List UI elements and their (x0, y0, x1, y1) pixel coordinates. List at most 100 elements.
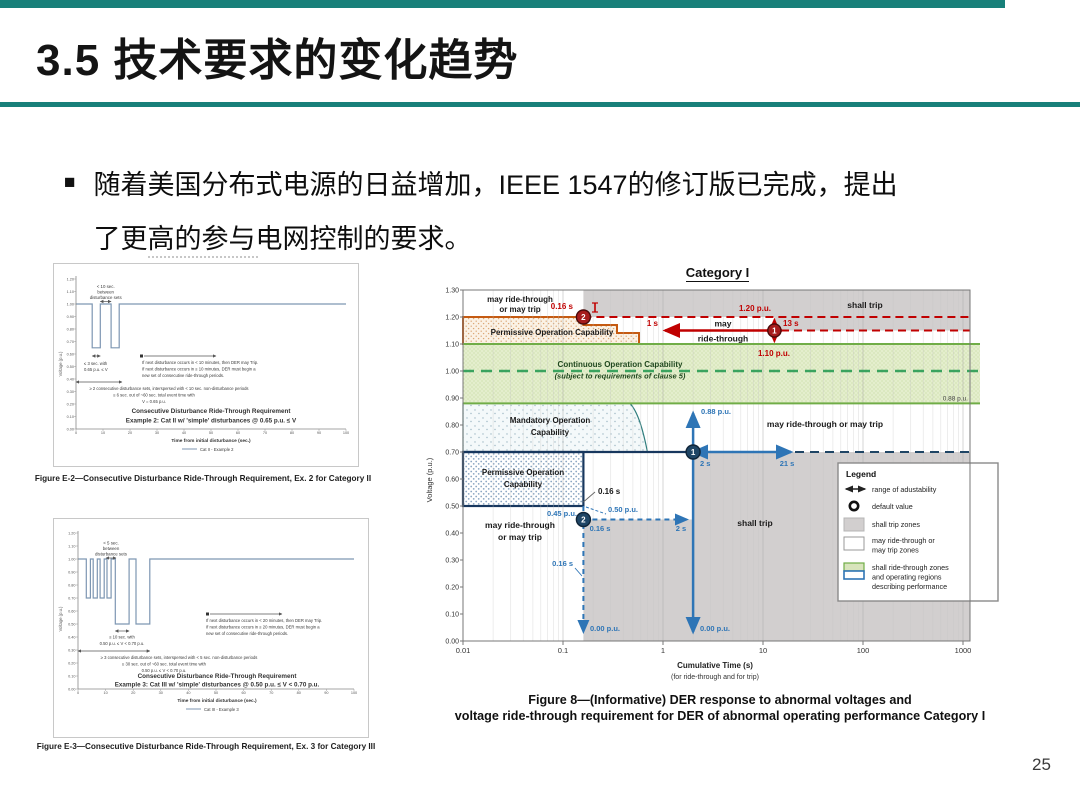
tick-label: 30 (159, 691, 163, 695)
e2-title-2: Example 2: Cat II w/ 'simple' disturbanc… (126, 418, 297, 425)
plot-border (462, 289, 971, 642)
legend-mrt-swatch (843, 536, 865, 551)
e2-ann-gap3: disturbance sets (90, 295, 123, 300)
label-050pu: 0.50 p.u. (608, 505, 638, 514)
x-tick-labels: 0.01 0.1 1 10 100 1000 (456, 641, 971, 655)
waveform-line (78, 558, 354, 625)
e3-dynamic-layer: 1.20 1.10 1.00 0.90 0.80 0.70 0.60 0.50 0.40 0.30… (68, 531, 357, 695)
tick-label: 0.10 (445, 612, 459, 619)
figure8-caption-line2: voltage ride-through requirement for DER… (454, 709, 986, 723)
marker-red-1 (767, 323, 782, 338)
tick-label: 0.70 (67, 340, 74, 344)
e3-ann-next3: new set of consecutive ride-through peri… (206, 631, 288, 636)
label-045pu: 0.45 p.u. (547, 509, 577, 518)
e2-legend-label: Cat II - Example 2 (200, 447, 234, 452)
e3-ann-next1: If next disturbance occurs in < 20 minut… (206, 618, 322, 623)
waveform-line (76, 303, 346, 349)
e3-ann-dip1: ≥ 10 sec. with (109, 635, 135, 640)
label-2s-a: 2 s (676, 524, 686, 533)
tick-label: 70 (269, 691, 273, 695)
tick-label: 0.70 (445, 450, 459, 457)
tick-label: 0.20 (68, 661, 75, 665)
e3-ann-gap2: between (103, 546, 120, 551)
e3-ylabel: Voltage (p.u.) (58, 606, 63, 632)
tick-label: 1.00 (67, 302, 74, 306)
label-016s-black: 0.16 s (598, 487, 621, 496)
e3-ann-gap1: < 5 sec. (103, 541, 119, 546)
tick-label: 0.01 (456, 646, 471, 655)
figure-e2-panel: 1.20 1.10 1.00 0.90 0.80 0.70 0.60 0.50 0.40 0.30… (53, 263, 359, 467)
e2-title-1: Consecutive Disturbance Ride-Through Req… (132, 408, 292, 415)
e2-ann-set1: ≥ 2 consecutive disturbance sets, inters… (89, 386, 248, 391)
bullet-paragraph: ■ 随着美国分布式电源的日益增加，IEEE 1547的修订版已完成，提出 了更高… (64, 158, 1024, 266)
label-shalltrip-top: shall trip (847, 300, 882, 310)
y-tick-labels: 1.30 1.20 1.10 1.00 0.90 0.80 0.70 0.60 0.50 0.40… (445, 288, 463, 646)
label-mrt-bot-2: or may trip (498, 532, 542, 542)
tick-label: 0.90 (445, 396, 459, 403)
label-016s-blue-b: 0.16 s (552, 559, 573, 568)
legend-shalltrip-swatch (843, 517, 865, 532)
legend-srt-swatch-green (843, 562, 865, 572)
e2-dynamic-layer: 1.20 1.10 1.00 0.90 0.80 0.70 0.60 0.50 0.40 0.30… (67, 277, 350, 435)
legend-title: Legend (846, 469, 876, 479)
tick-label: 50 (214, 691, 218, 695)
e3-ann-gap3: disturbance sets (95, 552, 128, 557)
marker-blue-2-label: 2 (581, 516, 586, 525)
tick-label: 0.50 (67, 365, 74, 369)
tick-label: 20 (131, 691, 135, 695)
e2-ylabel: Voltage (p.u.) (58, 351, 63, 377)
label-permissive-top: Permissive Operation Capability (491, 328, 614, 337)
e3-next-square (206, 612, 209, 616)
e3-ann-set3: 0.50 p.u. ≤ V < 0.70 p.u. (142, 668, 187, 673)
tick-label: 1.30 (445, 288, 459, 295)
tick-label: 40 (182, 431, 186, 435)
tick-label: 40 (186, 691, 190, 695)
label-shalltrip-bot: shall trip (737, 518, 772, 528)
figure-e2-caption: Figure E-2—Consecutive Disturbance Ride-… (34, 474, 372, 483)
tick-label: 0.40 (68, 635, 75, 639)
label-ridethrough: ride-through (698, 334, 749, 344)
label-mandatory-1: Mandatory Operation (510, 416, 591, 425)
main-xlabel: Cumulative Time (s) (677, 661, 753, 670)
tick-label: 1.10 (445, 342, 459, 349)
e2-ann-next1: If next disturbance occurs in < 10 minut… (142, 360, 258, 365)
tick-label: 0.30 (67, 390, 74, 394)
tick-label: 0.90 (67, 315, 74, 319)
e2-ann-gap1: < 10 sec. (97, 284, 115, 289)
tick-label: 1.20 (67, 277, 74, 281)
figure8-chart: 2 1 2 1 may ride-through or may trip 0.1… (425, 288, 999, 681)
e3-ann-dip2: 0.50 p.u. ≤ V < 0.70 p.u. (100, 641, 145, 646)
tick-label: 0.50 (68, 622, 75, 626)
tick-label: 20 (128, 431, 132, 435)
tick-label: 0 (77, 691, 79, 695)
bullet-marker: ■ (64, 172, 76, 193)
marker-blue-1 (685, 444, 701, 460)
label-mrt-bot-1: may ride-through (485, 520, 555, 530)
label-permissive-low-2: Capability (504, 480, 543, 489)
label-mrt-top-2: or may trip (499, 305, 540, 314)
marker-red-2-label: 2 (581, 313, 586, 322)
e3-ann-next2: If next disturbance occurs in ≥ 20 minut… (206, 625, 320, 630)
legend-srt-label-c: describing performance (872, 582, 947, 591)
label-continuous-1: Continuous Operation Capability (558, 360, 683, 369)
e2-ann-dip1: ≤ 3 sec. with (84, 361, 108, 366)
cropped-text-artifact (148, 256, 258, 258)
tick-label: 0.70 (68, 596, 75, 600)
callout-016-blue (574, 567, 583, 577)
page-title: 3.5 技术要求的变化趋势 (36, 36, 519, 85)
label-mrt-top-1: may ride-through (487, 295, 553, 304)
label-016s-blue-a: 0.16 s (590, 524, 611, 533)
tick-label: 0.30 (445, 558, 459, 565)
label-000pu-b: 0.00 p.u. (700, 624, 730, 633)
tick-label: 0.10 (67, 415, 74, 419)
tick-label: 10 (103, 691, 107, 695)
figure-e3-caption: Figure E-3—Consecutive Disturbance Ride-… (36, 742, 376, 751)
figure-e3-panel: 1.20 1.10 1.00 0.90 0.80 0.70 0.60 0.50 0.40 0.30… (53, 518, 369, 738)
chart-legend: Legend range of adustability default val… (837, 462, 999, 602)
e3-ann-set2: ≤ 30 sec. out of ~60 sec. total event ti… (122, 662, 207, 667)
tick-label: 1.00 (68, 557, 75, 561)
tick-label: 0.50 (445, 504, 459, 511)
label-13s: 13 s (783, 319, 799, 328)
tick-label: 80 (297, 691, 301, 695)
label-mrt-mid: may ride-through or may trip (767, 419, 883, 429)
